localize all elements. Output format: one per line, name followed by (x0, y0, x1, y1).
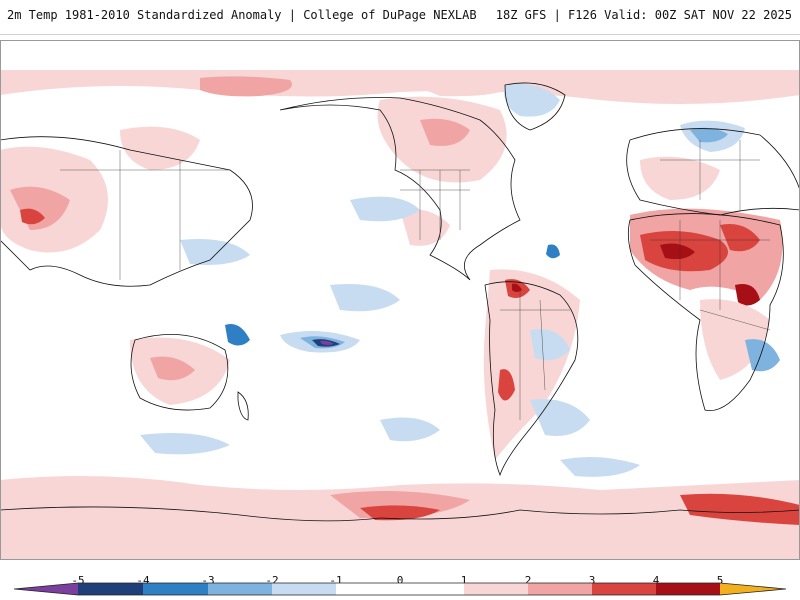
legend-tick-label: 1 (460, 574, 468, 587)
legend-tick-label: 5 (716, 574, 724, 587)
legend-tick-label: 0 (396, 574, 404, 587)
legend-tick-label: 3 (588, 574, 596, 587)
legend-outline (13, 582, 787, 596)
run-info: 18Z GFS | F126 Valid: 00Z SAT NOV 22 202… (495, 8, 792, 22)
legend-swatch (656, 583, 720, 595)
legend-colorbar (13, 582, 787, 596)
legend-swatch (78, 583, 143, 595)
legend-swatch-below-min (14, 583, 78, 595)
legend-swatch (336, 583, 464, 595)
anomaly-map[interactable] (0, 40, 800, 560)
map-title: 2m Temp 1981-2010 Standardized Anomaly |… (7, 8, 477, 22)
coastlines (0, 82, 800, 522)
color-legend: -5 -4 -3 -2 -1 0 1 2 3 4 5 (0, 566, 800, 600)
legend-swatch (528, 583, 592, 595)
anomaly-shading (0, 70, 800, 560)
legend-swatch (143, 583, 208, 595)
political-borders (60, 140, 771, 420)
legend-swatch (208, 583, 272, 595)
legend-swatch-above-max (720, 583, 786, 595)
map-canvas (0, 40, 800, 560)
legend-swatch (592, 583, 656, 595)
legend-tick-label: 2 (524, 574, 532, 587)
legend-tick-label: 4 (652, 574, 660, 587)
legend-swatch (464, 583, 528, 595)
map-header: 2m Temp 1981-2010 Standardized Anomaly |… (0, 0, 800, 35)
legend-swatch (272, 583, 336, 595)
